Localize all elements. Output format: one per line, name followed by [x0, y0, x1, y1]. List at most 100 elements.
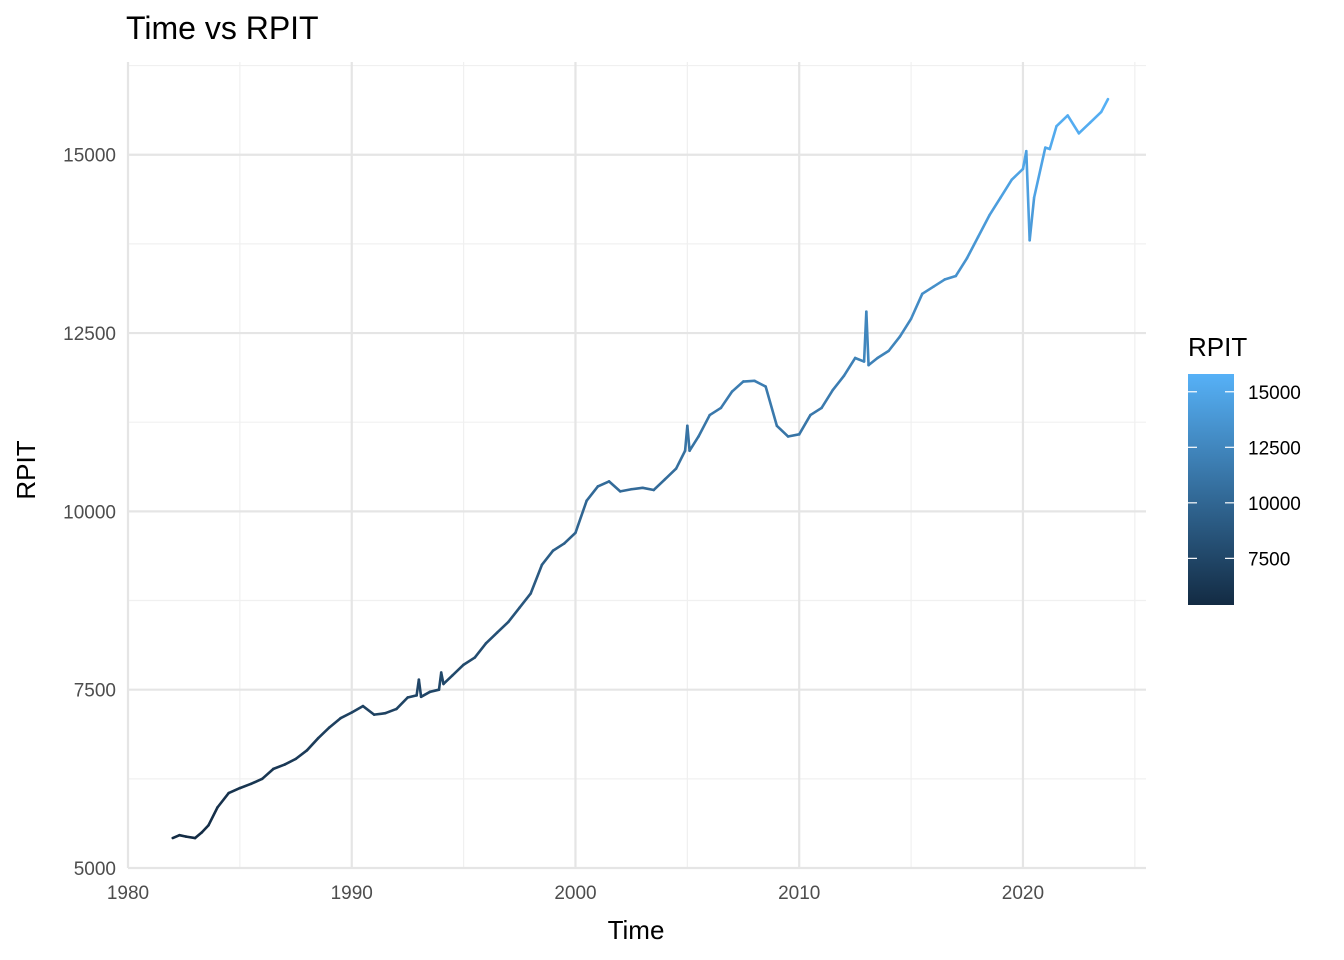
series-segment: [741, 379, 756, 383]
series-segment: [775, 424, 790, 438]
series-segment: [730, 380, 745, 393]
series-segment: [943, 274, 958, 281]
series-segment: [507, 606, 521, 624]
y-axis-title: RPIT: [11, 440, 41, 499]
series-segment: [473, 642, 488, 659]
series-segment: [920, 285, 935, 296]
series-segment: [484, 631, 499, 645]
series-segment: [674, 449, 687, 470]
legend-tick-label: 7500: [1248, 549, 1290, 570]
y-tick-label: 15000: [63, 146, 116, 167]
series-segment: [207, 806, 219, 827]
series-segment: [439, 671, 445, 686]
series-segment: [184, 835, 197, 840]
series-segment: [618, 487, 633, 493]
legend-title: RPIT: [1188, 332, 1247, 362]
series-segment: [227, 786, 242, 795]
series-segment: [831, 374, 846, 392]
series-segment: [898, 317, 913, 338]
x-axis-ticks: 1980 1990 2000 2010 2020: [107, 883, 1044, 904]
series-segment: [1077, 121, 1092, 135]
series-segment: [328, 716, 342, 729]
series-segment: [372, 711, 387, 716]
series-segment: [406, 694, 418, 699]
x-tick-label: 2000: [554, 883, 596, 904]
series-segment: [867, 356, 879, 367]
series-segment: [809, 406, 823, 417]
series-segment: [887, 335, 902, 353]
series-segment: [1010, 167, 1025, 181]
series-segment: [249, 777, 264, 786]
series-segment: [1025, 149, 1031, 242]
series-segment: [294, 749, 309, 761]
series-segment: [1048, 124, 1058, 151]
series-segment: [339, 711, 354, 720]
chart-title: Time vs RPIT: [126, 10, 319, 46]
series-segment: [1028, 196, 1036, 242]
series-segment: [540, 549, 555, 567]
legend-tick-label: 12500: [1248, 438, 1301, 459]
series-segment: [1088, 110, 1103, 124]
series-segment: [428, 688, 441, 694]
series-segment: [719, 390, 734, 410]
series-segment: [708, 406, 723, 417]
series-segment: [853, 356, 866, 363]
series-segment: [562, 531, 577, 545]
legend-colorbar: [1188, 374, 1234, 605]
series-segment: [876, 349, 891, 360]
y-tick-label: 12500: [63, 324, 116, 345]
grid: [126, 62, 1146, 870]
series-segment: [417, 678, 423, 699]
series-segment: [316, 726, 331, 740]
series-segment: [193, 831, 204, 840]
series-segment: [462, 656, 477, 667]
legend-ticks: 7500 10000 12500 15000: [1188, 383, 1301, 570]
series-segment: [518, 592, 533, 609]
series-segment: [495, 620, 510, 634]
series-segment: [842, 356, 857, 378]
series-segment: [764, 385, 779, 428]
series-segment: [585, 485, 600, 502]
legend-tick-label: 10000: [1248, 494, 1301, 515]
series-segment: [451, 663, 465, 677]
series-segment: [272, 763, 286, 771]
series-segment: [932, 278, 946, 288]
legend-tick-label: 15000: [1248, 383, 1301, 404]
series-segment: [630, 486, 644, 491]
series-segment: [652, 477, 667, 492]
series-segment: [200, 823, 210, 834]
x-axis-title: Time: [608, 915, 665, 945]
series-line: [171, 97, 1110, 840]
series-segment: [663, 467, 678, 481]
series-segment: [988, 196, 1002, 217]
series-segment: [786, 433, 801, 438]
x-tick-label: 1990: [331, 883, 373, 904]
y-axis-ticks: 5000 7500 10000 12500 15000: [63, 146, 116, 880]
series-segment: [383, 707, 398, 715]
x-tick-label: 2020: [1002, 883, 1044, 904]
series-segment: [238, 782, 253, 790]
series-segment: [361, 704, 376, 716]
series-segment: [753, 379, 767, 388]
series-segment: [1066, 114, 1081, 135]
series-segment: [574, 499, 588, 535]
series-segment: [260, 767, 275, 781]
series-segment: [395, 696, 409, 711]
series-segment: [976, 214, 991, 239]
series-segment: [965, 235, 980, 260]
y-tick-label: 7500: [74, 681, 116, 702]
series-segment: [350, 704, 365, 714]
series-segment: [1055, 114, 1069, 128]
y-tick-label: 10000: [63, 502, 116, 523]
series-segment: [686, 424, 691, 453]
series-segment: [641, 486, 656, 492]
series-segment: [529, 563, 544, 595]
series-segment: [697, 413, 712, 438]
series-segment: [688, 435, 700, 453]
series-segment: [820, 388, 835, 410]
x-tick-label: 2010: [778, 883, 820, 904]
y-tick-label: 5000: [74, 859, 116, 880]
series-segment: [999, 178, 1014, 199]
series-segment: [596, 480, 611, 488]
